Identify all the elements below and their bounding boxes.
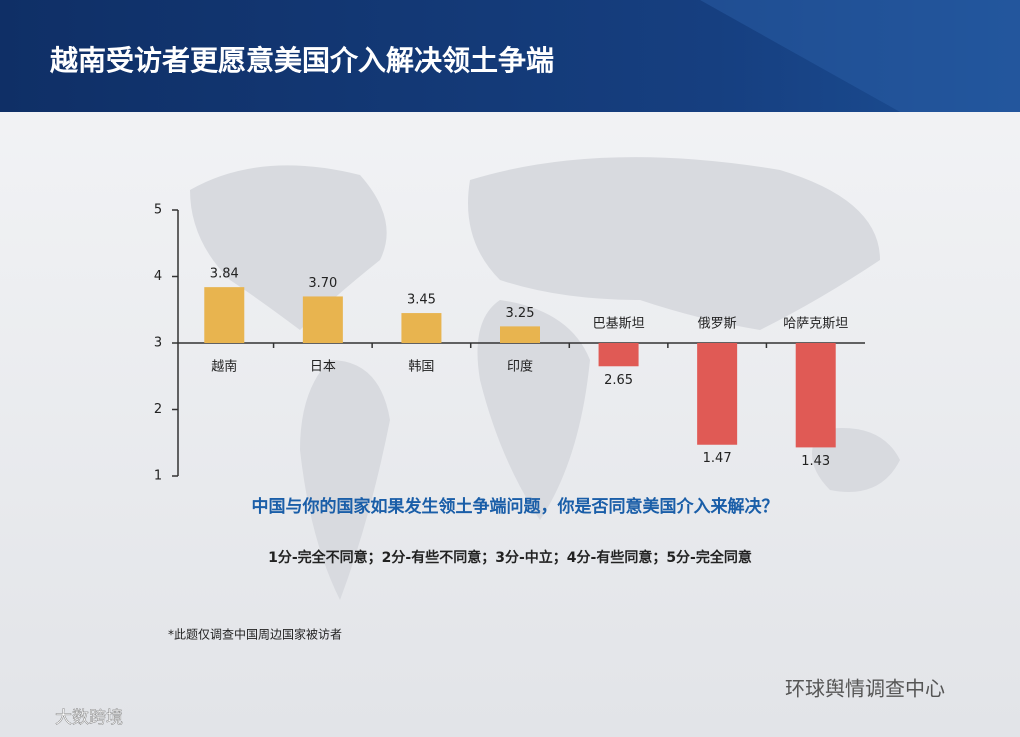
world-map [190,157,900,600]
bar [598,343,639,367]
x-tick-label: 哈萨克斯坦 [783,317,848,332]
bar [795,343,836,448]
footnote: *此题仅调查中国周边国家被访者 [168,627,342,642]
bar [401,313,442,343]
bar [500,326,540,343]
x-tick-label: 印度 [507,359,533,375]
bar [302,296,343,343]
question: 中国与你的国家如果发生领土争端问题，你是否同意美国介入来解决？ [252,496,779,517]
bar [697,343,738,445]
x-tick-label: 韩国 [408,360,434,375]
value-label: 3.45 [407,293,436,308]
x-tick-label: 俄罗斯 [698,317,737,332]
y-tick-label: 5 [154,203,162,218]
value-label: 1.47 [703,451,732,466]
title: 越南受访者更愿意美国介入解决领土争端 [50,44,554,77]
watermark: 大数跨境 [55,708,123,728]
watermark: 环球舆情调查中心 [785,677,945,701]
value-label: 3.25 [506,306,535,321]
bar [204,287,245,343]
value-label: 3.84 [210,267,239,282]
y-tick-label: 3 [154,336,162,351]
value-label: 1.43 [801,454,830,469]
value-label: 2.65 [604,373,633,388]
scale-note: 1分-完全不同意；2分-有些不同意；3分-中立；4分-有些同意；5分-完全同意 [268,549,752,566]
y-tick-label: 1 [154,469,162,484]
header-accent [700,0,1020,112]
value-label: 3.70 [308,276,337,291]
x-tick-label: 日本 [310,360,336,375]
y-tick-label: 2 [154,402,162,417]
y-tick-label: 4 [154,269,162,284]
x-tick-label: 巴基斯坦 [593,317,645,332]
x-tick-label: 越南 [211,359,237,375]
